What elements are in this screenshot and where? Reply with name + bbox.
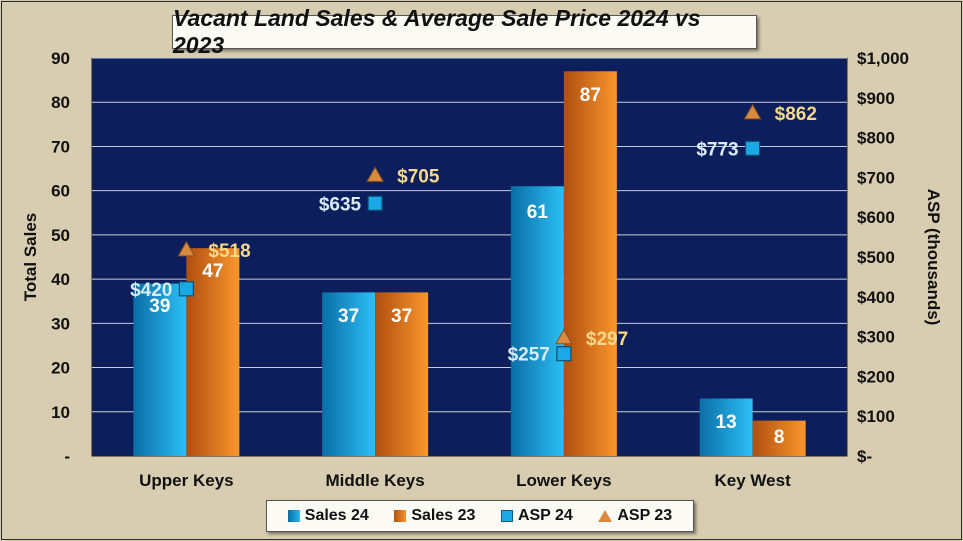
y2-tick-label: $400	[857, 288, 895, 307]
y-tick-label: 70	[51, 137, 70, 156]
x-tick-label: Upper Keys	[139, 471, 233, 490]
legend-swatch-sales-23	[394, 510, 407, 522]
y-tick-label: 60	[51, 182, 70, 201]
y-tick-label: 50	[51, 226, 70, 245]
data-label-sales-23: 8	[774, 427, 785, 448]
y2-tick-label: $900	[857, 89, 895, 108]
y2-tick-label: $1,000	[857, 49, 909, 68]
data-label-sales-23: 87	[580, 85, 601, 106]
y-tick-label: 20	[51, 359, 70, 378]
y2-tick-label: $200	[857, 367, 895, 386]
y-tick-label: 80	[51, 93, 70, 112]
legend-label-asp-23: ASP 23	[617, 507, 673, 524]
y2-tick-label: $800	[857, 129, 895, 148]
marker-asp-24	[556, 346, 572, 362]
y-tick-label: 40	[51, 270, 70, 289]
y2-axis-title: ASP (thousands)	[924, 189, 943, 326]
bar-sales-23	[186, 248, 240, 456]
chart-title: Vacant Land Sales & Average Sale Price 2…	[173, 5, 701, 58]
y-axis-title: Total Sales	[21, 213, 40, 302]
data-label-sales-24: 13	[716, 412, 737, 433]
data-label-asp-23: $862	[775, 104, 817, 125]
y2-tick-label: $500	[857, 248, 895, 267]
data-label-asp-23: $705	[397, 166, 440, 187]
legend-item-sales-24: Sales 24	[287, 507, 369, 525]
bar-sales-24	[699, 398, 753, 456]
data-label-asp-24: $257	[508, 345, 550, 366]
legend-item-asp-24: ASP 24	[500, 507, 573, 525]
data-label-sales-24: 37	[338, 306, 359, 327]
data-label-asp-24: $420	[130, 280, 172, 301]
data-label-asp-24: $773	[696, 139, 738, 160]
data-label-sales-24: 39	[149, 296, 170, 317]
data-label-asp-24: $635	[319, 194, 362, 215]
bar-sales-24	[510, 186, 564, 456]
marker-asp-23	[555, 328, 573, 345]
y2-tick-label: $600	[857, 208, 895, 227]
x-tick-label: Key West	[715, 471, 792, 490]
data-label-asp-23: $297	[586, 329, 628, 350]
y-tick-label: 10	[51, 403, 70, 422]
bar-sales-23	[752, 420, 806, 456]
marker-asp-24	[178, 281, 194, 297]
legend: Sales 24 Sales 23 ASP 24 ASP 23	[266, 500, 694, 532]
data-label-sales-24: 61	[527, 202, 549, 223]
legend-item-asp-23: ASP 23	[598, 507, 672, 525]
marker-asp-24	[367, 195, 383, 211]
data-label-asp-23: $518	[208, 241, 250, 262]
legend-swatch-asp-23	[598, 510, 613, 522]
y-tick-label: 90	[51, 49, 70, 68]
legend-label-sales-24: Sales 24	[304, 507, 369, 524]
y-tick-label: 30	[51, 314, 70, 333]
marker-asp-23	[366, 166, 384, 182]
legend-label-sales-23: Sales 23	[411, 507, 476, 524]
chart-title-box: Vacant Land Sales & Average Sale Price 2…	[172, 5, 757, 58]
y2-tick-label: $700	[857, 168, 895, 187]
legend-item-sales-23: Sales 23	[394, 507, 475, 525]
x-tick-label: Lower Keys	[516, 471, 611, 490]
x-tick-label: Middle Keys	[326, 471, 425, 490]
marker-asp-24	[745, 140, 761, 156]
y2-tick-label: $100	[857, 407, 895, 426]
bar-sales-23	[375, 292, 429, 456]
legend-label-asp-24: ASP 24	[517, 507, 573, 524]
data-label-sales-23: 37	[391, 306, 412, 327]
marker-asp-23	[743, 103, 762, 120]
y2-tick-label: $300	[857, 328, 895, 347]
data-label-sales-23: 47	[202, 261, 223, 282]
bar-sales-24	[322, 292, 376, 456]
y2-tick-label: $-	[857, 447, 872, 466]
bar-sales-24	[133, 283, 187, 456]
bar-sales-23	[563, 71, 617, 457]
legend-swatch-sales-24	[287, 510, 300, 522]
legend-swatch-asp-24	[500, 510, 513, 522]
y-tick-label: -	[64, 447, 70, 466]
marker-asp-23	[177, 240, 196, 257]
